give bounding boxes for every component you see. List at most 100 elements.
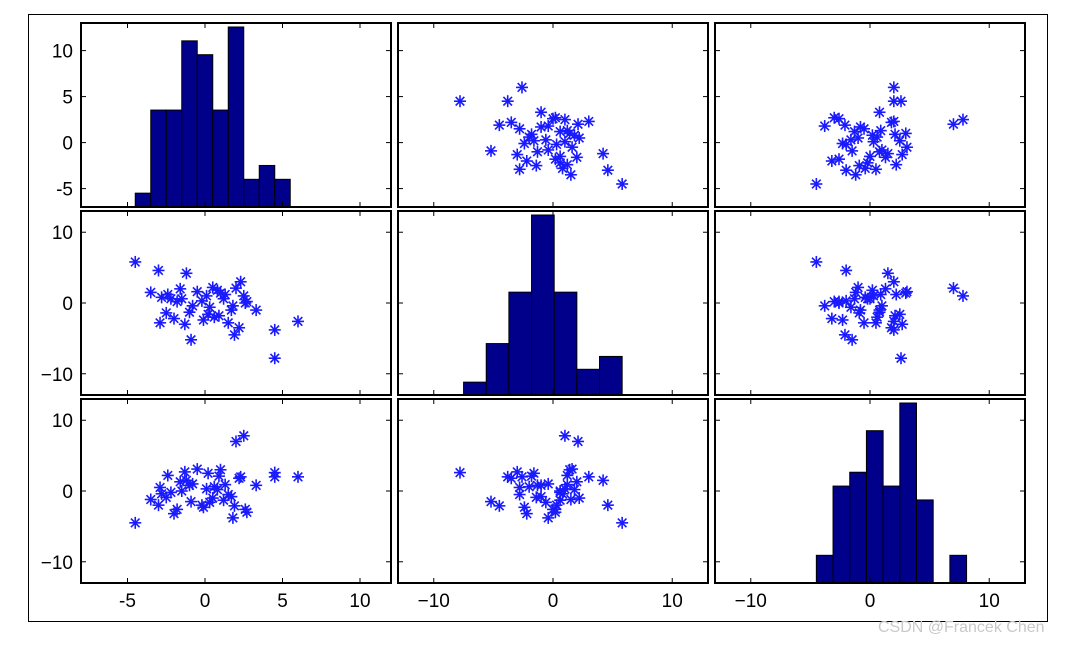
scatter-point-0-1-2 [597,147,610,160]
y-tick-label-0-2: 5 [62,88,73,109]
x-tick-label-0-1: 0 [200,591,211,612]
scatter-point-1-2-21 [947,282,960,295]
scatter-point-2-0-28 [203,496,216,509]
scatter-point-0-1-1 [601,164,614,177]
histogram-bar-1-3 [531,214,555,396]
scatter-point-1-2-41 [828,295,841,308]
scatter-point-1-0-33 [178,318,191,331]
scatter-point-0-1-39 [525,128,538,141]
x-tick-label-1-1: 0 [548,591,559,612]
y-tick-label-2-1: 0 [62,482,73,503]
scatter-point-0-2-42 [836,137,849,150]
scatter-point-2-0-25 [292,470,304,483]
scatter-point-2-1-28 [539,496,552,509]
scatter-point-1-0-41 [240,295,253,308]
scatter-point-2-0-41 [240,506,253,519]
scatter-point-2-1-1 [601,499,614,512]
scatter-point-0-2-25 [887,81,900,94]
histogram-bar-2-0 [815,554,834,584]
histogram-bar-1-1 [485,343,510,396]
y-tick-label-1-0: −10 [41,365,73,386]
scatter-point-0-2-15 [825,155,838,167]
scatter-point-2-0-24 [268,466,281,479]
scatter-point-1-2-15 [825,312,838,325]
scatter-point-2-0-14 [144,493,157,506]
scatter-point-1-2-24 [895,352,907,365]
scatter-point-0-1-23 [501,95,514,108]
y-tick-label-0-3: 10 [52,42,73,63]
scatter-point-2-0-31 [208,480,221,493]
scatter-point-1-2-6 [890,288,903,301]
scatter-point-0-1-38 [570,151,583,164]
scatter-point-1-0-31 [208,311,221,324]
scatter-point-0-2-20 [873,106,886,119]
scatter-point-1-0-3 [234,275,247,288]
scatter-point-0-1-22 [558,113,571,126]
scatter-point-1-0-25 [292,315,304,328]
scatter-point-1-0-23 [268,323,281,336]
scatter-point-0-2-43 [874,124,887,137]
scatter-point-0-1-20 [535,106,548,119]
scatter-point-0-2-19 [885,116,898,129]
scatter-point-1-0-37 [226,299,239,312]
scatter-point-0-2-38 [879,151,892,164]
scatter-point-2-1-24 [454,466,466,479]
scatter-point-0-1-3 [582,115,595,128]
scatter-point-1-2-39 [889,309,902,322]
scatter-point-2-0-0 [129,516,142,529]
scatter-point-1-0-26 [155,291,168,304]
x-tick-label-2-2: 10 [979,591,1000,612]
y-tick-label-1-2: 10 [52,223,73,244]
scatter-point-0-1-36 [558,135,571,148]
scatter-point-0-2-5 [852,132,865,144]
histogram-bar-1-2 [508,291,533,396]
scatter-point-2-0-43 [219,478,232,491]
x-tick-label-1-0: −10 [418,591,450,612]
scatter-point-0-1-14 [564,168,577,181]
scatter-point-2-0-42 [197,501,210,514]
scatter-point-0-1-17 [568,129,581,142]
scatter-point-2-0-29 [217,494,230,507]
scatter-point-2-1-2 [597,474,610,487]
scatter-point-1-0-24 [268,352,281,365]
scatter-point-0-1-30 [566,141,579,154]
scatter-point-1-0-28 [203,301,216,314]
scatter-point-2-0-36 [200,482,213,495]
scatter-point-0-1-40 [554,156,567,169]
scatter-point-0-1-9 [550,138,563,151]
scatter-point-2-0-19 [233,472,246,485]
scatter-point-2-1-23 [501,470,514,483]
scatter-point-1-0-18 [222,316,235,329]
scatter-point-0-1-43 [561,124,574,137]
scatter-point-0-2-1 [840,164,853,177]
scatter-point-0-2-41 [828,111,841,124]
panel-frame-0-0 [80,22,392,208]
histogram-bar-1-0 [463,381,487,396]
scatter-point-0-1-37 [542,120,555,133]
scatter-point-2-1-39 [525,470,538,483]
scatter-point-0-2-14 [849,168,862,181]
scatter-point-0-2-29 [848,125,861,138]
scatter-point-2-1-0 [616,516,629,529]
scatter-point-2-0-20 [250,479,263,492]
x-tick-label-0-2: 5 [277,591,288,612]
scatter-point-2-0-27 [171,503,184,516]
figure-frame: -5 0 5 10 −10 0 10 −10 0 10 -5 0 5 10 −10 0 10 −10 0 10 [28,14,1048,622]
scatter-point-0-2-34 [838,119,851,132]
histogram-bar-0-3 [181,40,198,208]
histogram-bar-2-3 [865,430,884,584]
scatter-point-0-1-15 [520,155,533,167]
scatter-point-2-0-16 [183,479,196,492]
histogram-bar-0-4 [196,54,214,208]
scatter-point-1-0-42 [197,313,210,326]
y-tick-label-0-1: 0 [62,134,73,155]
scatter-point-1-0-15 [168,312,180,325]
scatter-point-0-1-16 [531,145,544,158]
histogram-bar-2-8 [949,554,968,584]
scatter-point-0-2-37 [818,120,831,133]
histogram-bar-0-8 [258,164,276,208]
scatter-point-1-0-21 [230,282,242,295]
scatter-point-0-1-42 [518,137,531,150]
x-tick-label-0-3: 10 [349,591,370,612]
scatter-point-0-1-19 [505,116,518,129]
